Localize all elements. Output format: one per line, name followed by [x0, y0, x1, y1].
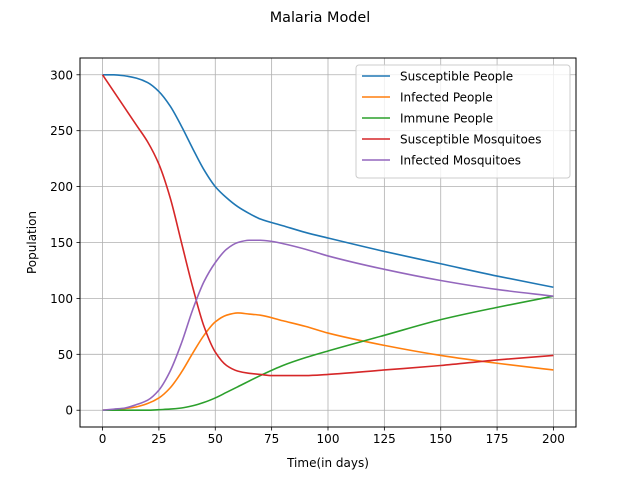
- y-tick-label: 150: [50, 236, 73, 250]
- legend-box: [355, 64, 571, 179]
- legend-label-susceptible-mosquitoes: Susceptible Mosquitoes: [400, 133, 541, 147]
- x-tick-label: 200: [542, 432, 565, 446]
- chart-title: Malaria Model: [270, 10, 371, 26]
- y-tick-label: 250: [50, 124, 73, 138]
- x-tick-label: 25: [151, 432, 166, 446]
- series-line-immune-people: [102, 295, 554, 412]
- x-tick-label: 0: [99, 432, 107, 446]
- x-tick-label: 100: [317, 432, 340, 446]
- x-tick-label: 50: [208, 432, 223, 446]
- series-line-susceptible-mosquitoes: [101, 74, 554, 377]
- y-tick-label: 0: [65, 404, 73, 418]
- series-line-susceptible-people: [102, 73, 554, 289]
- legend-label-immune-people: Immune People: [400, 112, 493, 126]
- x-tick-label: 75: [264, 432, 279, 446]
- legend-label-infected-people: Infected People: [400, 91, 493, 105]
- legend-label-infected-mosquitoes: Infected Mosquitoes: [400, 154, 521, 168]
- x-axis-label: Time(in days): [286, 456, 369, 470]
- y-tick-label: 200: [50, 180, 73, 194]
- series-lines: [101, 73, 554, 412]
- x-tick-label: 175: [486, 432, 509, 446]
- y-tick-label: 50: [58, 348, 73, 362]
- series-line-infected-people: [102, 312, 554, 412]
- y-axis-label: Population: [25, 211, 39, 274]
- x-tick-label: 125: [373, 432, 396, 446]
- legend: Susceptible People Infected People Immune …: [355, 64, 571, 179]
- legend-label-susceptible-people: Susceptible People: [400, 70, 513, 84]
- y-tick-label: 100: [50, 292, 73, 306]
- axis-ticks: 0 25 50 75 100 125 150 175 200 0 50 100 150 200 250 300: [50, 68, 565, 446]
- series-line-infected-mosquitoes: [102, 239, 554, 412]
- y-tick-label: 300: [50, 68, 73, 82]
- x-tick-label: 150: [429, 432, 452, 446]
